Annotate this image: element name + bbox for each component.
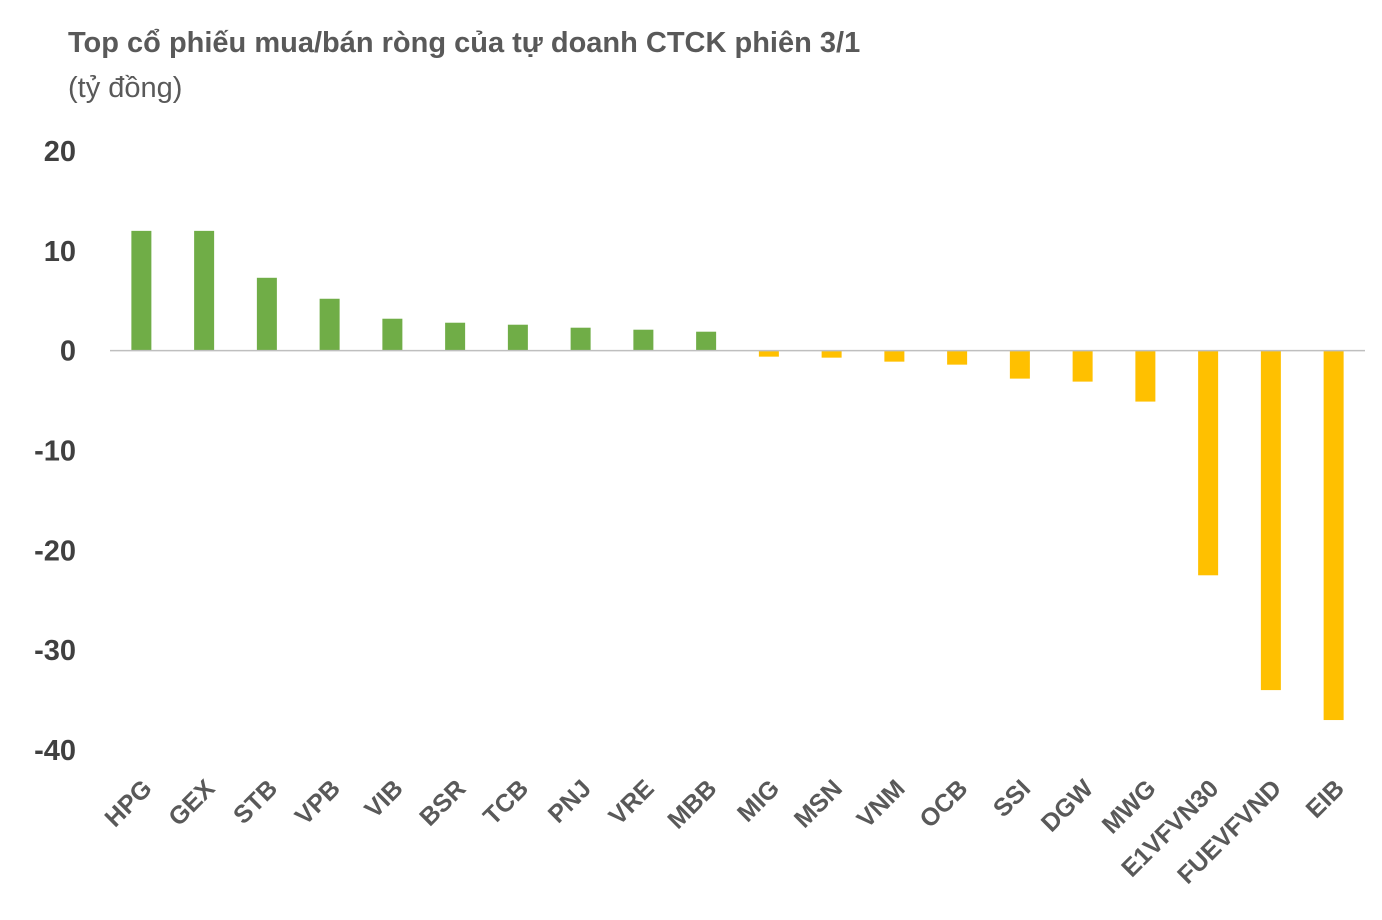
- bar-mig: [758, 350, 779, 357]
- bar-ocb: [947, 350, 968, 365]
- chart-subtitle: (tỷ đồng): [68, 72, 182, 104]
- bar-bsr: [445, 322, 466, 351]
- x-tick-label-hpg: HPG: [100, 774, 158, 832]
- bar-eib: [1323, 350, 1344, 721]
- x-tick-label-vre: VRE: [603, 774, 659, 830]
- bar-mbb: [696, 331, 717, 351]
- chart-title: Top cổ phiếu mua/bán ròng của tự doanh C…: [68, 27, 860, 59]
- bar-vnm: [884, 350, 905, 362]
- bar-hpg: [131, 230, 152, 351]
- x-tick-label-vib: VIB: [359, 774, 408, 823]
- y-axis-labels: 20 10 0 -10 -20 -30 -40: [34, 136, 76, 767]
- bar-vpb: [319, 298, 340, 351]
- x-tick-label-msn: MSN: [789, 774, 848, 833]
- bar-msn: [821, 350, 842, 358]
- y-tick-label-20: 20: [44, 136, 76, 168]
- x-axis-labels: HPG GEX STB VPB VIB BSR TCB PNJ VRE MBB MIG MSN VNM O…: [100, 774, 1350, 889]
- x-tick-label-ocb: OCB: [914, 774, 973, 833]
- bar-tcb: [507, 324, 528, 351]
- x-tick-label-stb: STB: [228, 774, 283, 829]
- bar-gex: [194, 230, 215, 351]
- y-tick-label-0: 0: [60, 336, 76, 368]
- x-tick-label-tcb: TCB: [478, 774, 534, 830]
- y-tick-label-10: 10: [44, 236, 76, 268]
- x-tick-label-mig: MIG: [732, 774, 785, 827]
- y-tick-label--20: -20: [34, 535, 76, 567]
- bar-dgw: [1072, 350, 1093, 382]
- y-tick-label--30: -30: [34, 635, 76, 667]
- bar-e1vfvn30: [1198, 350, 1219, 576]
- x-tick-label-ssi: SSI: [988, 774, 1036, 822]
- bars: [131, 230, 1344, 721]
- x-tick-label-eib: EIB: [1301, 774, 1350, 823]
- bar-vib: [382, 318, 403, 351]
- x-tick-label-mbb: MBB: [662, 774, 722, 834]
- bar-pnj: [570, 327, 591, 351]
- bar-vre: [633, 329, 654, 351]
- x-tick-label-bsr: BSR: [414, 774, 471, 831]
- x-tick-label-gex: GEX: [163, 774, 220, 831]
- bar-stb: [256, 277, 277, 351]
- x-tick-label-vpb: VPB: [290, 774, 346, 830]
- x-tick-label-pnj: PNJ: [543, 774, 597, 828]
- x-tick-label-dgw: DGW: [1036, 774, 1099, 837]
- bar-mwg: [1135, 350, 1156, 402]
- y-tick-label--10: -10: [34, 436, 76, 468]
- bar-ssi: [1009, 350, 1030, 379]
- bar-fuevfvnd: [1260, 350, 1281, 691]
- x-tick-label-vnm: VNM: [852, 774, 911, 833]
- y-tick-label--40: -40: [34, 735, 76, 767]
